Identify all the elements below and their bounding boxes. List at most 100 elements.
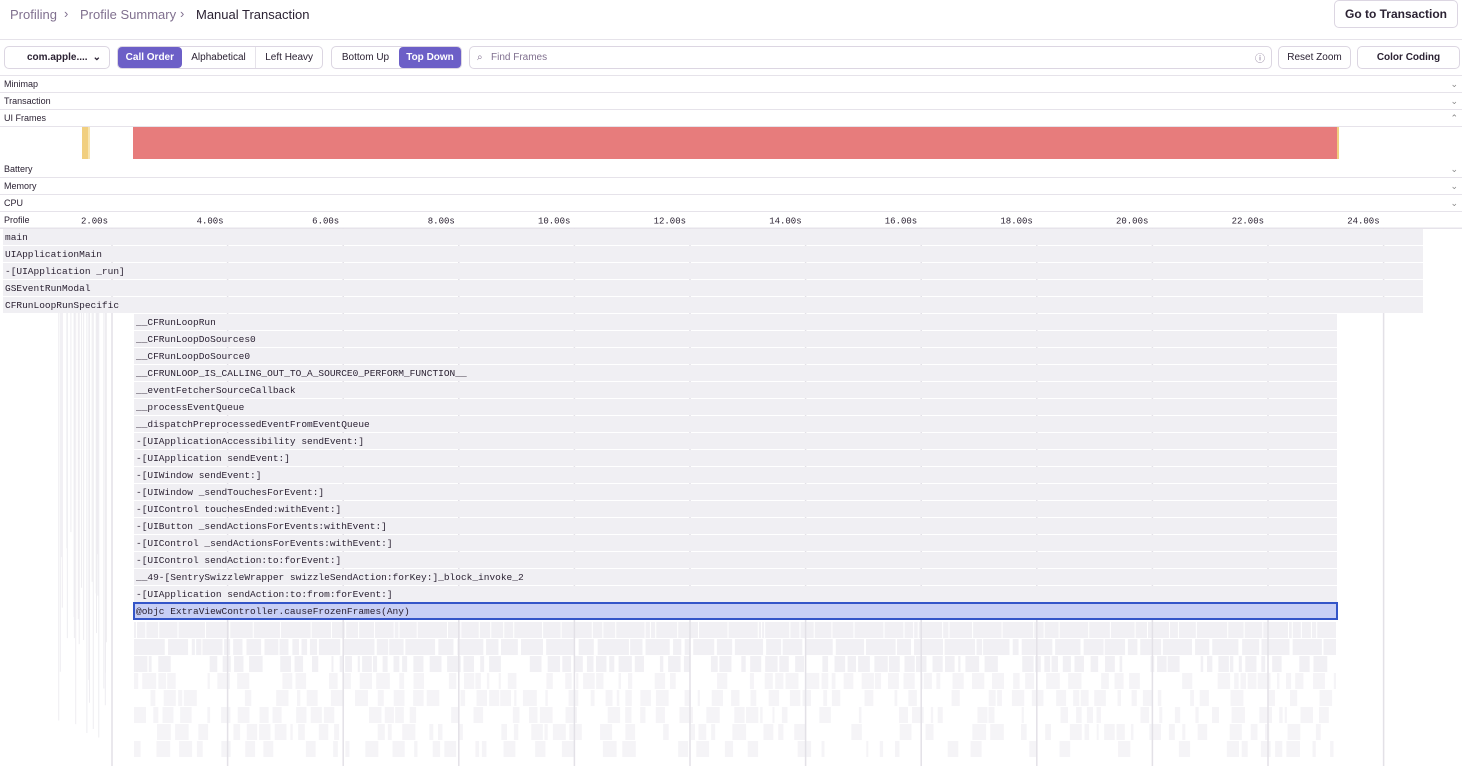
frame-noise — [1094, 690, 1106, 706]
frame-noise — [1292, 639, 1322, 655]
timeline-tick: 12.00s — [654, 216, 686, 226]
section-header[interactable]: Transaction ⌄ — [0, 93, 1462, 110]
view-option[interactable]: Top Down — [399, 47, 461, 68]
frame-noise — [609, 656, 615, 672]
frame-noise — [622, 741, 636, 757]
frame-noise — [1031, 690, 1044, 706]
frame-noise — [207, 673, 210, 689]
frame-noise — [392, 741, 405, 757]
frame-noise — [514, 622, 543, 638]
frame-noise — [463, 673, 475, 689]
frame-noise — [1090, 656, 1099, 672]
header: Profiling › Profile Summary › Manual Tra… — [0, 0, 1462, 40]
frame-noise — [1301, 622, 1311, 638]
frame-noise — [61, 312, 63, 608]
frame-noise — [605, 690, 613, 706]
frame-noise — [543, 622, 561, 638]
frame-noise — [597, 639, 629, 655]
frame-noise — [529, 707, 538, 723]
section-header[interactable]: Minimap ⌄ — [0, 76, 1462, 93]
frame-noise — [70, 312, 72, 533]
frame-noise — [202, 639, 223, 655]
frame-noise — [1118, 741, 1131, 757]
frame-noise — [1261, 639, 1290, 655]
frame-noise — [362, 656, 372, 672]
section-header[interactable]: Battery ⌄ — [0, 161, 1462, 178]
section-header[interactable]: CPU ⌄ — [0, 195, 1462, 212]
frame-noise — [359, 622, 374, 638]
frame-noise — [1319, 690, 1333, 706]
frame-noise — [547, 656, 561, 672]
frame-noise — [699, 622, 728, 638]
frame-noise — [432, 741, 441, 757]
frame-noise — [747, 741, 759, 757]
search[interactable]: ⌕ Find Frames ⓘ — [469, 46, 1272, 69]
frame-noise — [977, 707, 988, 723]
frame-noise — [234, 656, 244, 672]
frame-noise — [596, 656, 607, 672]
frame-noise — [1147, 622, 1169, 638]
frame-noise — [947, 741, 959, 757]
sort-option[interactable]: Left Heavy — [265, 52, 314, 63]
frame-noise — [914, 622, 918, 638]
frame-noise — [899, 707, 908, 723]
frame-noise — [806, 639, 833, 655]
frame-noise — [945, 656, 955, 672]
frame-noise — [1055, 639, 1081, 655]
frame-label: -[UIApplicationAccessibility sendEvent:] — [136, 436, 364, 447]
frame-noise — [105, 312, 107, 643]
frame-noise — [480, 656, 485, 672]
color-coding[interactable]: Color Coding — [1357, 46, 1460, 69]
frame-noise — [616, 622, 645, 638]
frame-noise — [790, 622, 800, 638]
frame-noise — [343, 673, 351, 689]
frame-noise — [785, 673, 799, 689]
thread-select[interactable]: com.apple.... ⌄ — [4, 46, 110, 69]
frame-noise — [655, 707, 665, 723]
frame-noise — [282, 673, 293, 689]
section-header[interactable]: UI Frames ⌃ — [0, 110, 1462, 127]
frame-noise — [679, 707, 693, 723]
frame-noise — [696, 741, 710, 757]
frame-noise — [768, 690, 780, 706]
frame-noise — [930, 707, 934, 723]
frame-noise — [81, 312, 83, 588]
frame-noise — [866, 741, 869, 757]
frame-noise — [568, 690, 579, 706]
timeline-tick: 8.00s — [428, 216, 455, 226]
frame-noise — [77, 312, 79, 620]
frame-noise — [732, 724, 747, 740]
frame-noise — [1295, 673, 1304, 689]
frame-noise — [923, 673, 932, 689]
frame-noise — [1263, 622, 1288, 638]
frame-noise — [402, 724, 416, 740]
reset-zoom[interactable]: Reset Zoom — [1278, 46, 1351, 69]
frame-noise — [1199, 690, 1209, 706]
frame-noise — [1169, 622, 1178, 638]
frame — [134, 552, 1337, 568]
section-header[interactable]: Memory ⌄ — [0, 178, 1462, 195]
frame-noise — [728, 622, 758, 638]
frame-noise — [1135, 622, 1147, 638]
go-button[interactable]: Go to Transaction — [1334, 0, 1458, 28]
breadcrumb[interactable]: Profiling — [10, 7, 57, 22]
view-option[interactable]: Bottom Up — [341, 52, 390, 63]
breadcrumb[interactable]: Profile Summary — [80, 7, 177, 22]
sort-group: Call Order Alphabetical Left Heavy — [117, 46, 323, 69]
frame-noise — [448, 673, 457, 689]
frame-noise — [134, 656, 148, 672]
frame-noise — [230, 622, 253, 638]
frame-noise — [1212, 639, 1239, 655]
sort-option[interactable]: Call Order — [118, 47, 182, 68]
frame-noise — [417, 622, 447, 638]
frame-noise — [858, 707, 862, 723]
frame-noise — [1241, 741, 1248, 757]
frame-noise — [904, 622, 914, 638]
frame-noise — [168, 639, 189, 655]
frame-noise — [175, 724, 189, 740]
frame-noise — [153, 707, 159, 723]
frame-noise — [1244, 622, 1263, 638]
frame-noise — [831, 690, 841, 706]
sort-option[interactable]: Alphabetical — [182, 47, 257, 68]
frame-noise — [1272, 656, 1282, 672]
